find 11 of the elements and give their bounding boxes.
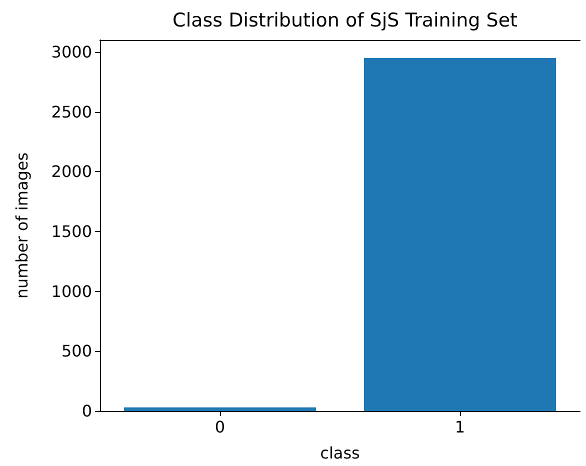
x-axis-title: class: [320, 444, 360, 462]
y-tick-label: 1500: [51, 222, 92, 241]
y-axis-title: number of images: [12, 152, 32, 299]
chart-title: Class Distribution of SjS Training Set: [172, 10, 518, 32]
y-tick-label: 2000: [51, 162, 92, 182]
x-tick-label: 1: [454, 418, 466, 436]
y-tick-label: 1000: [51, 282, 92, 301]
y-tick-label: 0: [82, 402, 92, 420]
y-tick-label: 3000: [51, 42, 92, 62]
y-tick-label: 2500: [51, 102, 92, 122]
y-tick-label: 500: [61, 342, 92, 361]
